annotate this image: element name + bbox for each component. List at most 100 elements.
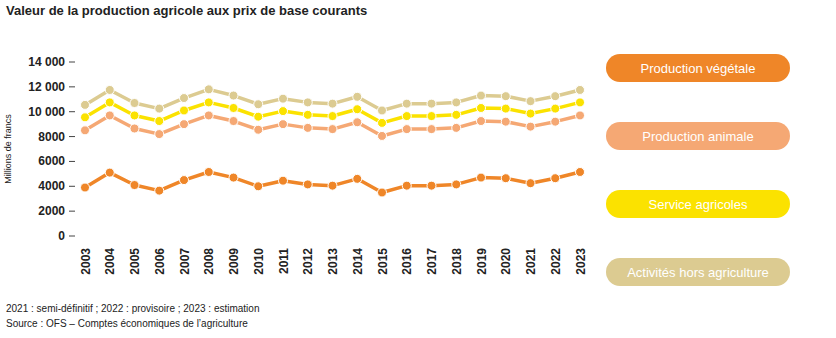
legend-item: Production végétale	[606, 54, 790, 82]
point-marker	[576, 98, 585, 107]
x-tick-label: 2017	[425, 248, 439, 275]
x-tick-label: 2007	[178, 248, 192, 275]
point-marker	[155, 186, 164, 195]
point-marker	[501, 174, 510, 183]
point-marker	[303, 180, 312, 189]
point-marker	[180, 120, 189, 129]
point-marker	[204, 111, 213, 120]
point-marker	[279, 120, 288, 129]
point-marker	[328, 125, 337, 134]
x-tick-label: 2010	[252, 248, 266, 275]
point-marker	[477, 173, 486, 182]
y-tick	[69, 86, 75, 87]
point-marker	[402, 99, 411, 108]
legend-label: Production animale	[642, 129, 753, 144]
point-marker	[303, 110, 312, 119]
point-marker	[155, 104, 164, 113]
point-marker	[105, 85, 114, 94]
point-marker	[551, 104, 560, 113]
x-tick-label: 2023	[574, 248, 588, 275]
point-marker	[576, 85, 585, 94]
footnote: Source : OFS – Comptes économiques de l’…	[6, 318, 248, 329]
legend-item: Activités hors agriculture	[606, 258, 790, 286]
x-tick-label: 2016	[400, 248, 414, 275]
point-marker	[180, 106, 189, 115]
point-marker	[105, 168, 114, 177]
point-marker	[402, 181, 411, 190]
x-tick-label: 2018	[450, 248, 464, 275]
point-marker	[353, 118, 362, 127]
y-tick-label: 8000	[38, 130, 65, 144]
point-marker	[155, 130, 164, 139]
point-marker	[204, 85, 213, 94]
x-tick-label: 2021	[524, 248, 538, 275]
point-marker	[180, 94, 189, 103]
y-tick	[69, 136, 75, 137]
y-tick-label: 14 000	[28, 55, 65, 69]
point-marker	[427, 125, 436, 134]
y-tick	[69, 111, 75, 112]
x-tick-label: 2019	[475, 248, 489, 275]
point-marker	[328, 112, 337, 121]
x-tick-label: 2014	[351, 248, 365, 275]
point-marker	[526, 122, 535, 131]
x-tick-label: 2003	[79, 248, 93, 275]
y-tick-label: 10 000	[28, 105, 65, 119]
point-marker	[452, 123, 461, 132]
point-marker	[155, 117, 164, 126]
point-marker	[303, 123, 312, 132]
point-marker	[427, 112, 436, 121]
point-marker	[353, 174, 362, 183]
point-marker	[402, 125, 411, 134]
point-marker	[353, 92, 362, 101]
point-marker	[130, 124, 139, 133]
point-marker	[427, 99, 436, 108]
x-tick-label: 2011	[277, 248, 291, 274]
point-marker	[254, 182, 263, 191]
legend-swatch	[606, 54, 790, 82]
legend-item: Service agricoles	[606, 190, 790, 218]
point-marker	[452, 180, 461, 189]
point-marker	[427, 181, 436, 190]
point-marker	[452, 98, 461, 107]
point-marker	[526, 97, 535, 106]
point-marker	[526, 109, 535, 118]
point-marker	[254, 125, 263, 134]
point-marker	[279, 176, 288, 185]
x-tick-label: 2022	[549, 248, 563, 275]
legend-item: Production animale	[606, 122, 790, 150]
y-tick-label: 2000	[38, 204, 65, 218]
y-tick	[69, 211, 75, 212]
point-marker	[81, 100, 90, 109]
point-marker	[477, 117, 486, 126]
y-tick-label: 0	[58, 229, 65, 243]
x-tick-label: 2008	[202, 248, 216, 275]
point-marker	[378, 118, 387, 127]
point-marker	[402, 112, 411, 121]
x-tick-label: 2015	[376, 248, 390, 275]
legend-label: Production végétale	[641, 61, 756, 76]
legend-swatch	[606, 190, 790, 218]
legend-swatch	[606, 122, 790, 150]
point-marker	[81, 113, 90, 122]
legend-swatch	[606, 258, 790, 286]
y-axis-label: Millions de francs	[3, 114, 13, 184]
x-tick-label: 2013	[326, 248, 340, 275]
point-marker	[254, 112, 263, 121]
x-tick-label: 2020	[499, 248, 513, 275]
point-marker	[576, 111, 585, 120]
point-marker	[303, 98, 312, 107]
point-marker	[353, 105, 362, 114]
point-marker	[501, 117, 510, 126]
y-tick-label: 4000	[38, 179, 65, 193]
x-tick-label: 2004	[103, 248, 117, 275]
point-marker	[378, 188, 387, 197]
y-tick	[69, 161, 75, 162]
point-marker	[130, 111, 139, 120]
point-marker	[526, 179, 535, 188]
legend-label: Service agricoles	[649, 197, 748, 212]
footnote: 2021 : semi-définitif ; 2022 : provisoir…	[6, 303, 259, 314]
point-marker	[501, 92, 510, 101]
point-marker	[229, 173, 238, 182]
plot-area	[81, 85, 585, 197]
